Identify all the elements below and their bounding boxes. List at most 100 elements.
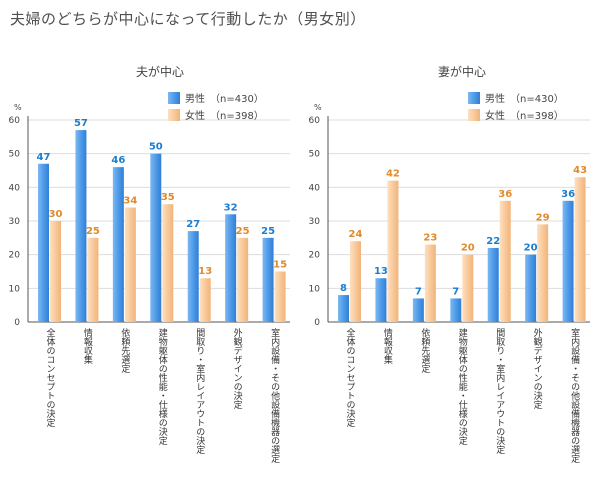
category-label: 全体のコンセプトの決定 [45,327,56,428]
male-value-label: 25 [261,226,275,237]
legend-swatch-female [168,109,180,121]
male-bar [225,214,237,322]
female-value-label: 42 [386,169,400,180]
category-label: 外観デザインの決定 [232,327,243,410]
male-value-label: 32 [224,202,238,213]
y-tick-label: 50 [309,150,321,160]
female-value-label: 34 [123,196,137,207]
female-bar [237,237,249,322]
female-bar [462,254,474,322]
category-label: 建物躯体の性能・仕様の決定 [157,327,168,446]
male-value-label: 50 [149,142,163,153]
category-label: 依頼先選定 [119,327,130,374]
y-tick-label: 0 [14,318,20,328]
y-tick-label: 10 [309,284,321,294]
legend-swatch-female [468,109,480,121]
category-label: 建物躯体の性能・仕様の決定 [457,327,468,446]
female-value-label: 25 [236,226,250,237]
male-bar [112,167,124,322]
female-bar [424,244,436,322]
male-value-label: 7 [415,286,422,297]
y-tick-label: 40 [309,183,321,193]
female-value-label: 43 [573,165,587,176]
legend-label-female: 女性 [485,109,505,122]
female-bar [199,278,211,322]
male-bar [525,254,537,322]
female-bar [162,204,174,322]
female-value-label: 13 [198,266,212,277]
y-tick-label: 0 [314,318,320,328]
female-value-label: 24 [349,229,363,240]
category-label: 情報収集 [82,327,93,365]
y-tick-label: 20 [309,251,321,261]
male-value-label: 8 [340,283,347,294]
legend-n-male: （n=430） [210,93,264,105]
female-value-label: 30 [49,209,63,220]
category-label: 全体のコンセプトの決定 [345,327,356,428]
male-bar [375,278,387,322]
male-bar [487,247,499,322]
chart-title: 妻が中心 [438,64,486,79]
y-axis-unit: % [14,103,22,112]
female-value-label: 35 [161,192,175,203]
male-value-label: 47 [37,152,51,163]
male-value-label: 7 [452,286,459,297]
legend-n-female: （n=398） [210,110,264,122]
page-title: 夫婦のどちらが中心になって行動したか（男女別） [10,10,366,28]
female-value-label: 25 [86,226,100,237]
y-tick-label: 10 [9,284,21,294]
legend-swatch-male [168,92,180,104]
female-bar [499,200,511,322]
category-label: 外観デザインの決定 [532,327,543,410]
y-tick-label: 30 [9,217,21,227]
male-value-label: 20 [524,243,538,254]
y-tick-label: 20 [9,251,21,261]
legend-label-female: 女性 [185,109,205,122]
y-axis-unit: % [314,103,322,112]
female-bar [574,177,586,322]
female-bar [387,180,399,322]
chart-title: 夫が中心 [136,64,184,79]
male-bar [412,298,424,322]
legend-swatch-male [468,92,480,104]
male-bar [338,295,349,322]
female-bar [124,207,136,322]
y-tick-label: 60 [9,116,21,126]
y-tick-label: 30 [309,217,321,227]
male-value-label: 57 [74,118,88,129]
category-label: 室内設備・その他設備機器の選定 [569,327,580,464]
male-value-label: 13 [374,266,388,277]
male-bar [450,298,462,322]
male-value-label: 46 [111,155,125,166]
male-bar [562,200,574,322]
female-value-label: 23 [423,233,437,244]
female-value-label: 20 [461,243,475,254]
female-bar [350,241,361,322]
female-value-label: 29 [536,212,550,223]
female-bar [274,271,286,322]
y-tick-label: 50 [9,150,21,160]
male-value-label: 36 [561,189,575,200]
category-label: 間取り・室内レイアウトの決定 [494,328,505,455]
y-tick-label: 60 [309,116,321,126]
legend-label-male: 男性 [185,92,205,105]
female-bar [537,224,549,322]
male-value-label: 27 [186,219,200,230]
female-bar [87,237,99,322]
y-tick-label: 40 [9,183,21,193]
female-value-label: 36 [498,189,512,200]
male-bar [75,130,87,322]
female-bar [50,221,61,322]
category-label: 室内設備・その他設備機器の選定 [269,327,280,464]
legend-n-male: （n=430） [510,93,564,105]
male-bar [38,163,49,322]
category-label: 依頼先選定 [419,327,430,374]
category-label: 間取り・室内レイアウトの決定 [194,328,205,455]
female-value-label: 15 [273,260,287,271]
male-bar [187,231,199,322]
male-value-label: 22 [486,236,500,247]
male-bar [150,153,162,322]
legend-n-female: （n=398） [510,110,564,122]
legend-label-male: 男性 [485,92,505,105]
